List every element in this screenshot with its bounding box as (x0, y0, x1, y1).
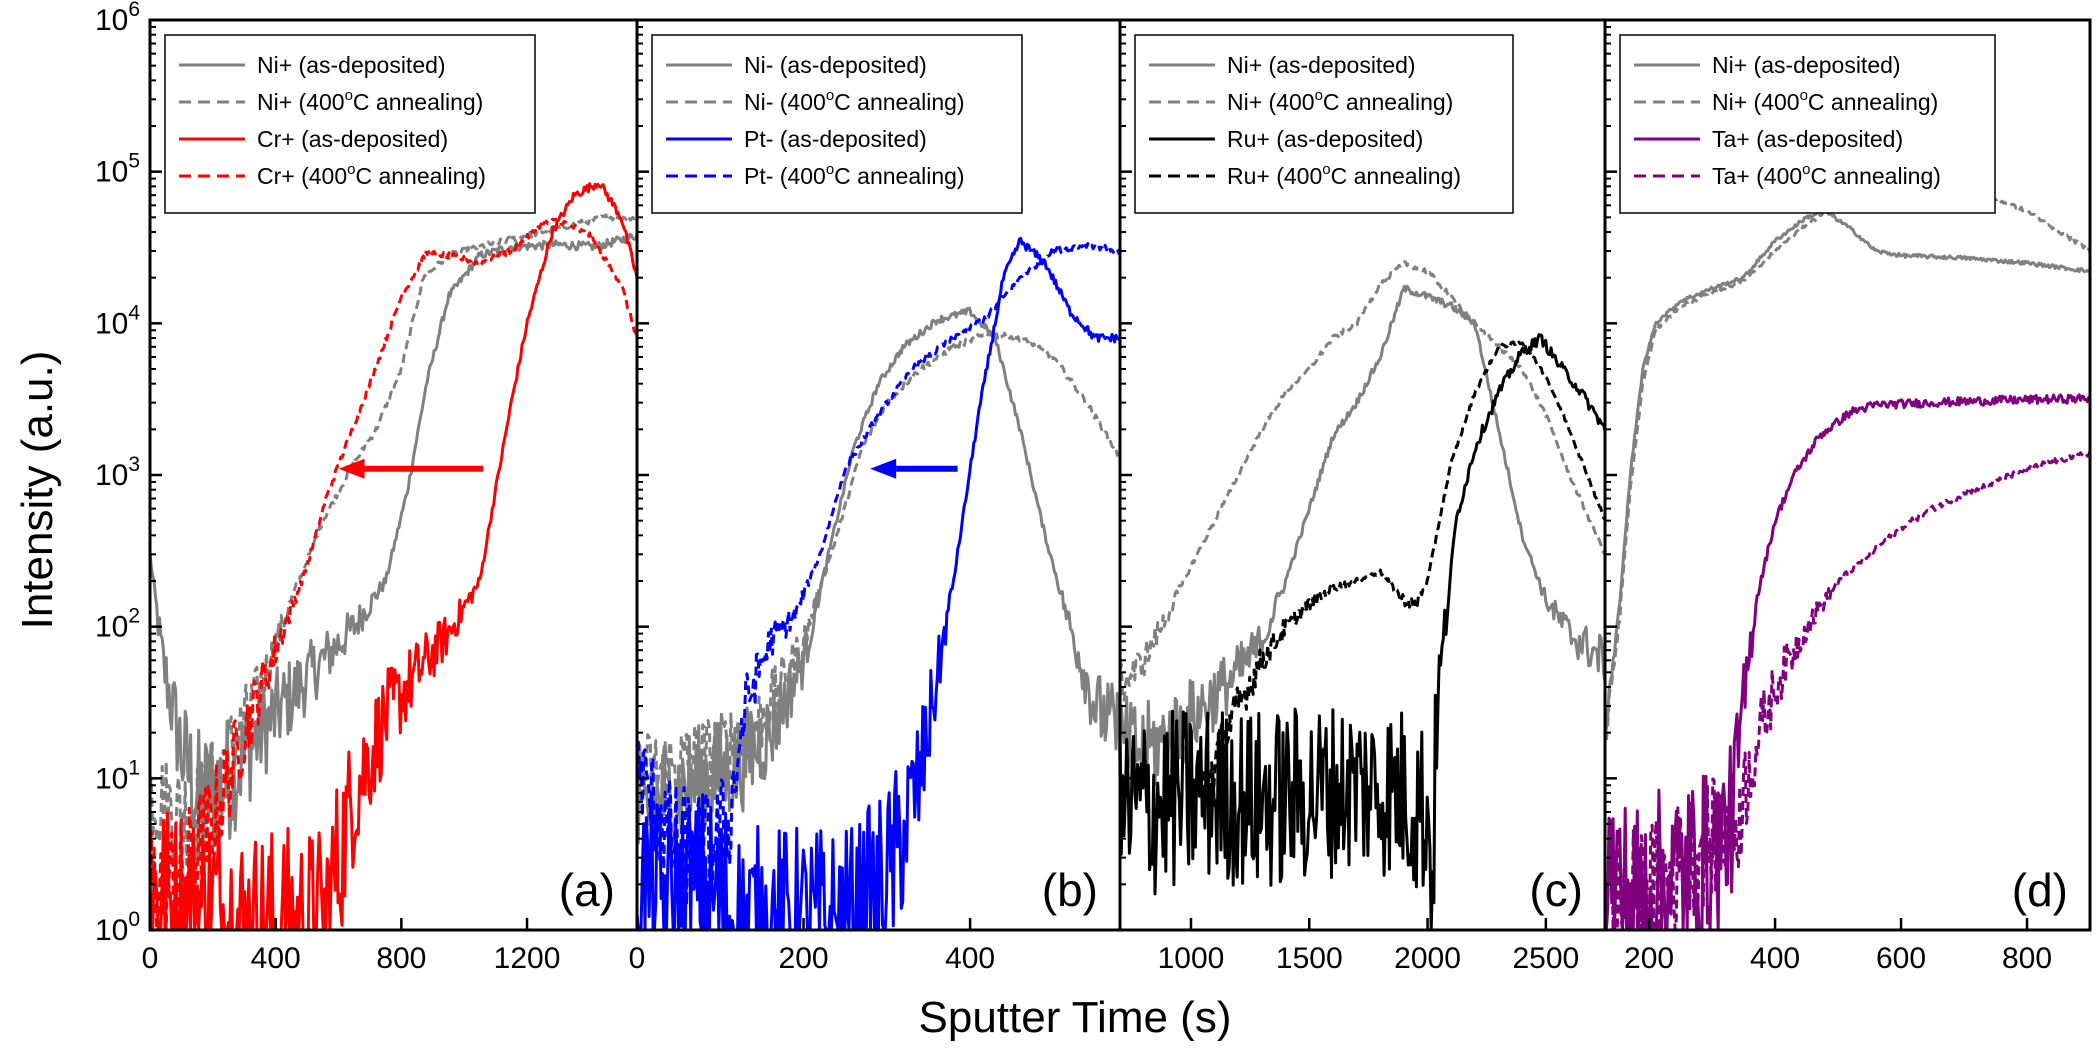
legend-entry: Ni+ (400oC annealing) (257, 87, 483, 115)
series-line-a-3 (150, 217, 637, 930)
legend-entry: Ta+ (400oC annealing) (1712, 161, 1941, 189)
y-tick-label: 106 (95, 0, 140, 37)
panels-group: 0 400 800 1200 100 101 102 103 104 105 106 Ni+ (as-… (95, 0, 2092, 975)
legend-entry: Ni+ (400oC annealing) (1712, 87, 1938, 115)
legend-entry: Ni+ (as-deposited) (257, 52, 446, 78)
legend-entry: Cr+ (as-deposited) (257, 126, 448, 152)
series-line-b-0 (637, 306, 1120, 853)
x-tick-label: 400 (945, 942, 995, 975)
series-line-d-2 (1605, 393, 2090, 930)
x-tick-label: 2500 (1512, 942, 1579, 975)
x-tick-label: 1500 (1276, 942, 1343, 975)
legend-entry: Cr+ (400oC annealing) (257, 161, 486, 189)
x-tick-label: 0 (629, 942, 646, 975)
legend-entry: Ru+ (as-deposited) (1227, 126, 1423, 152)
legend-entry: Ni+ (as-deposited) (1712, 52, 1901, 78)
y-tick-label: 100 (95, 908, 140, 947)
plot-area (637, 236, 1120, 930)
series-line-d-3 (1605, 450, 2090, 930)
x-tick-label: 600 (1876, 942, 1926, 975)
x-tick-label: 400 (251, 942, 301, 975)
x-tick-label: 1000 (1158, 942, 1225, 975)
panel-label: (d) (2012, 864, 2068, 916)
panel-label: (a) (559, 864, 615, 916)
series-line-c-0 (1120, 284, 1605, 787)
legend-entry: Ta+ (as-deposited) (1712, 126, 1903, 152)
legend: Ni- (as-deposited) Ni- (400oC annealing) P… (651, 34, 1023, 214)
legend-entry: Ni+ (400oC annealing) (1227, 87, 1453, 115)
x-tick-label: 200 (1624, 942, 1674, 975)
annotation-arrow (338, 458, 484, 479)
x-tick-label: 200 (779, 942, 829, 975)
x-tick-label: 400 (1750, 942, 1800, 975)
legend-entry: Ni- (400oC annealing) (744, 87, 965, 115)
legend: Ni+ (as-deposited) Ni+ (400oC annealing) R… (1134, 34, 1514, 214)
panel-label: (c) (1529, 864, 1583, 916)
series-line-d-1 (1605, 183, 2090, 743)
panel-c: 1000 1500 2000 2500 Ni+ (as-deposited) Ni+ (4… (1118, 18, 1607, 975)
plot-area (150, 182, 637, 930)
x-tick-label: 800 (376, 942, 426, 975)
x-axis-title: Sputter Time (s) (919, 993, 1232, 1042)
x-tick-label: 1200 (494, 942, 561, 975)
legend-entry: Ni- (as-deposited) (744, 52, 927, 78)
series-line-d-0 (1605, 208, 2090, 731)
y-tick-label: 105 (95, 150, 140, 189)
y-tick-label: 101 (95, 756, 140, 795)
x-tick-label: 2000 (1394, 942, 1461, 975)
y-axis-title: Intensity (a.u.) (13, 351, 62, 630)
y-tick-label: 102 (95, 605, 140, 644)
y-tick-label: 103 (95, 453, 140, 492)
panel-b: 0 200 400 Ni- (as-deposited) Ni- (400oC anne… (629, 18, 1122, 975)
panel-d: 200 400 600 800 Ni+ (as-deposited) Ni+ (400oC… (1603, 18, 2092, 975)
series-line-b-3 (637, 242, 1120, 913)
series-line-b-2 (637, 236, 1120, 930)
x-tick-label: 0 (142, 942, 159, 975)
series-line-c-1 (1120, 260, 1605, 702)
panel-label: (b) (1042, 864, 1098, 916)
series-line-b-1 (637, 331, 1120, 817)
legend-entry: Pt- (as-deposited) (744, 126, 927, 152)
panel-a: 0 400 800 1200 100 101 102 103 104 105 106 Ni+ (as-… (95, 0, 639, 975)
plot-area (1605, 183, 2090, 930)
legend-entry: Ni+ (as-deposited) (1227, 52, 1416, 78)
legend-entry: Ru+ (400oC annealing) (1227, 161, 1461, 189)
y-tick-label: 104 (95, 301, 140, 340)
x-tick-label: 800 (2002, 942, 2052, 975)
legend: Ni+ (as-deposited) Ni+ (400oC annealing) C… (164, 34, 536, 214)
legend: Ni+ (as-deposited) Ni+ (400oC annealing) T… (1619, 34, 1996, 214)
series-line-a-2 (150, 182, 637, 930)
annotation-arrow (870, 458, 958, 479)
series-line-c-2 (1120, 333, 1605, 930)
plot-area (1120, 260, 1605, 930)
legend-entry: Pt- (400oC annealing) (744, 161, 965, 189)
